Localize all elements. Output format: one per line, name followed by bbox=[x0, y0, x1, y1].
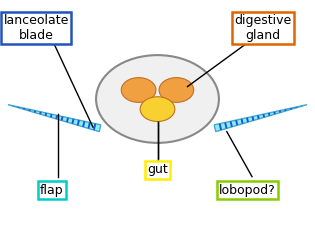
Circle shape bbox=[140, 97, 175, 122]
Text: gut: gut bbox=[147, 163, 168, 176]
Circle shape bbox=[96, 55, 219, 143]
Circle shape bbox=[121, 78, 156, 102]
Polygon shape bbox=[214, 105, 307, 132]
Polygon shape bbox=[158, 126, 200, 142]
Text: lanceolate
blade: lanceolate blade bbox=[3, 14, 69, 42]
Text: flap: flap bbox=[40, 184, 64, 197]
Circle shape bbox=[159, 78, 194, 102]
Polygon shape bbox=[8, 105, 101, 132]
Polygon shape bbox=[115, 126, 158, 142]
Text: digestive
gland: digestive gland bbox=[234, 14, 292, 42]
Text: lobopod?: lobopod? bbox=[219, 184, 276, 197]
